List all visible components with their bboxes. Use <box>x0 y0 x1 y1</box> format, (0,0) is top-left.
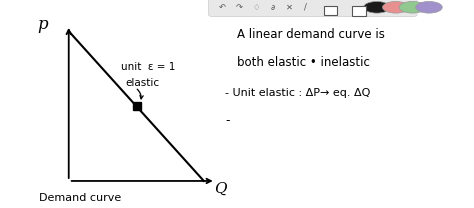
Text: ↶: ↶ <box>219 3 226 12</box>
Text: p: p <box>37 16 48 33</box>
Text: unit  ε = 1: unit ε = 1 <box>121 62 175 72</box>
Text: Q: Q <box>214 182 227 196</box>
Circle shape <box>364 1 390 13</box>
Circle shape <box>416 1 442 13</box>
Text: A linear demand curve is: A linear demand curve is <box>237 28 385 41</box>
Text: ✕: ✕ <box>286 3 292 12</box>
Text: ∂: ∂ <box>270 3 275 12</box>
FancyBboxPatch shape <box>209 0 417 17</box>
Text: elastic: elastic <box>126 78 160 88</box>
Text: -: - <box>225 114 229 127</box>
Text: /: / <box>304 3 307 12</box>
Text: - Unit elastic : ΔP→ eq. ΔQ: - Unit elastic : ΔP→ eq. ΔQ <box>225 88 371 98</box>
Circle shape <box>383 1 409 13</box>
Text: Demand curve: Demand curve <box>39 193 122 203</box>
FancyBboxPatch shape <box>352 6 366 16</box>
Text: both elastic • inelastic: both elastic • inelastic <box>237 56 370 69</box>
Circle shape <box>399 1 426 13</box>
Text: ↷: ↷ <box>236 3 243 12</box>
Text: ♢: ♢ <box>252 3 260 12</box>
FancyBboxPatch shape <box>324 6 337 15</box>
